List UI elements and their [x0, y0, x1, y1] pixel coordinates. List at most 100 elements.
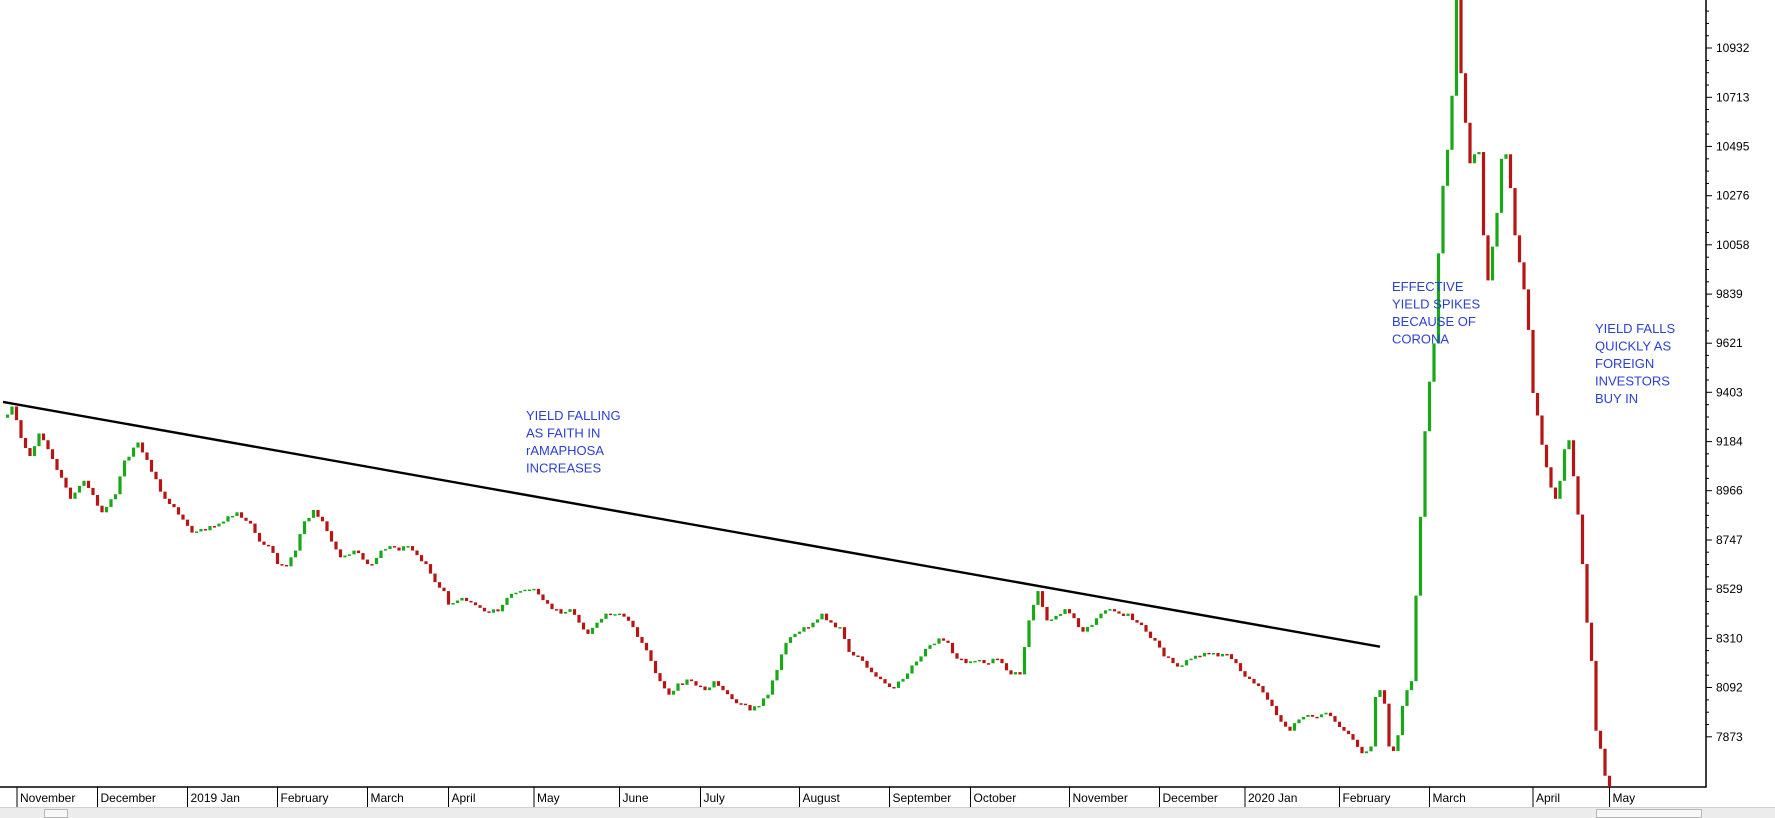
candle-down	[253, 523, 257, 533]
x-tick-label: December	[101, 791, 156, 805]
candle-down	[550, 603, 554, 610]
candle-down	[1117, 611, 1121, 614]
x-tick-label: 2020 Jan	[1248, 791, 1297, 805]
candle-up	[374, 558, 379, 565]
candle-up	[1373, 696, 1378, 747]
candle-down	[577, 614, 581, 623]
candle-up	[977, 659, 982, 662]
candle-up	[226, 516, 230, 522]
candle-down	[442, 587, 446, 592]
candle-up	[1090, 624, 1094, 627]
candle-up	[82, 480, 86, 486]
candle-down	[1513, 188, 1517, 236]
y-tick-label: 9403	[1716, 385, 1743, 399]
candle-down	[473, 602, 478, 606]
candle-up	[901, 678, 905, 682]
candle-down	[1382, 690, 1387, 704]
candle-down	[1153, 637, 1157, 641]
candle-up	[928, 645, 932, 649]
candle-down	[986, 663, 991, 665]
candle-down	[145, 452, 149, 460]
candle-up	[779, 654, 784, 670]
candle-up	[568, 609, 572, 612]
candle-up	[221, 521, 226, 524]
candle-down	[1540, 415, 1544, 445]
candle-down	[244, 517, 248, 521]
candle-up	[1292, 723, 1297, 731]
y-tick-label: 8966	[1716, 484, 1743, 498]
candle-down	[1571, 440, 1576, 477]
candle-up	[1027, 620, 1031, 648]
candle-down	[203, 529, 208, 531]
candle-up	[932, 643, 937, 646]
candle-down	[167, 498, 172, 504]
candle-down	[140, 442, 145, 453]
candle-up	[136, 442, 140, 448]
y-tick-label: 7873	[1716, 730, 1743, 744]
candle-down	[487, 611, 491, 613]
candle-down	[320, 516, 325, 522]
candle-down	[1130, 613, 1135, 621]
candle-up	[235, 512, 239, 516]
candle-up	[208, 526, 212, 531]
horizontal-scrollbar[interactable]	[0, 807, 1775, 818]
candle-up	[10, 406, 14, 415]
candle-down	[748, 704, 752, 711]
candle-down	[653, 660, 658, 674]
candle-down	[325, 521, 329, 532]
candle-down	[887, 683, 892, 687]
candle-down	[631, 620, 635, 628]
candle-up	[757, 705, 761, 708]
candle-down	[23, 438, 28, 449]
y-tick-label: 10495	[1716, 139, 1750, 153]
candle-up	[311, 510, 316, 518]
candle-down	[950, 642, 955, 654]
candle-up	[194, 531, 199, 533]
x-tick-label: March	[1433, 791, 1466, 805]
candle-up	[347, 554, 352, 556]
plot-border	[0, 0, 1707, 788]
candle-down	[1238, 663, 1243, 672]
x-axis: November December 2019 Jan February March Apr…	[16, 787, 1636, 807]
candle-down	[365, 559, 370, 565]
candle-down	[1175, 663, 1180, 667]
candle-down	[356, 550, 361, 554]
y-tick-label: 8310	[1716, 631, 1743, 645]
candle-down	[865, 660, 869, 668]
candle-down	[1166, 656, 1171, 658]
candle-down	[248, 520, 253, 524]
candle-up	[685, 679, 689, 685]
x-tick-label: November	[1073, 791, 1128, 805]
candle-down	[698, 685, 703, 688]
x-tick-label: May	[537, 791, 560, 805]
candle-up	[343, 555, 347, 558]
candle-up	[1441, 185, 1445, 254]
x-tick-label: February	[281, 791, 329, 805]
candle-down	[559, 609, 563, 614]
candle-down	[1252, 678, 1256, 684]
candle-down	[1081, 627, 1085, 632]
candle-up	[113, 494, 118, 500]
candle-up	[401, 546, 406, 551]
annotations: YIELD FALLING AS FAITH IN rAMAPHOSA INCR…	[526, 279, 1676, 476]
candle-down	[239, 512, 244, 518]
candle-up	[1436, 253, 1441, 344]
candle-down	[955, 653, 959, 659]
candle-down	[662, 681, 667, 689]
candle-down	[833, 622, 838, 628]
x-tick-label: May	[1613, 791, 1636, 805]
candle-up	[518, 591, 523, 593]
candle-up	[671, 690, 676, 695]
x-tick-label: October	[974, 791, 1017, 805]
candle-up	[991, 658, 995, 664]
candle-up	[500, 604, 505, 612]
candle-up	[604, 613, 608, 619]
candle-down	[1481, 152, 1486, 236]
candle-up	[707, 687, 712, 691]
candle-up	[1058, 613, 1063, 616]
candle-down	[608, 613, 613, 616]
candle-down	[1121, 613, 1126, 616]
candle-up	[1031, 604, 1036, 621]
candle-down	[28, 448, 32, 457]
candle-down	[586, 629, 590, 634]
